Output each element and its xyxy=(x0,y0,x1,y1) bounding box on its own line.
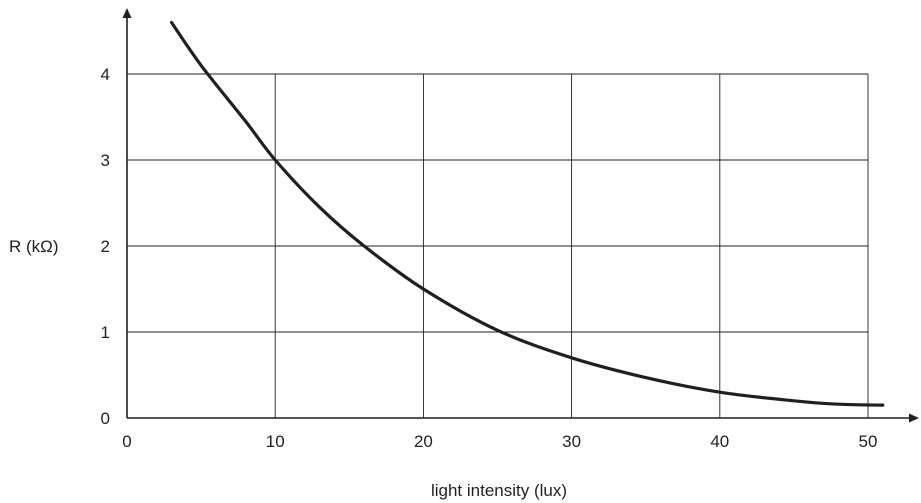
x-tick-label: 30 xyxy=(562,432,581,451)
x-tick-label: 40 xyxy=(710,432,729,451)
axes xyxy=(122,8,919,423)
y-tick-label: 2 xyxy=(101,237,110,256)
x-tick-label: 0 xyxy=(122,432,131,451)
series-line xyxy=(169,20,885,407)
y-tick-label: 0 xyxy=(101,409,110,428)
series-layer xyxy=(169,20,885,407)
y-tick-label: 3 xyxy=(101,151,110,170)
tick-labels: 0 10 20 30 40 50 0 1 2 3 4 xyxy=(101,65,878,451)
x-tick-label: 10 xyxy=(266,432,285,451)
y-axis-arrow xyxy=(122,8,132,18)
grid-lines xyxy=(127,73,869,418)
x-tick-label: 50 xyxy=(859,432,878,451)
x-axis-arrow xyxy=(909,413,919,423)
y-tick-label: 4 xyxy=(101,65,110,84)
x-tick-label: 20 xyxy=(414,432,433,451)
y-axis-label: R (kΩ) xyxy=(9,237,59,256)
y-tick-label: 1 xyxy=(101,323,110,342)
x-axis-label: light intensity (lux) xyxy=(431,481,567,500)
